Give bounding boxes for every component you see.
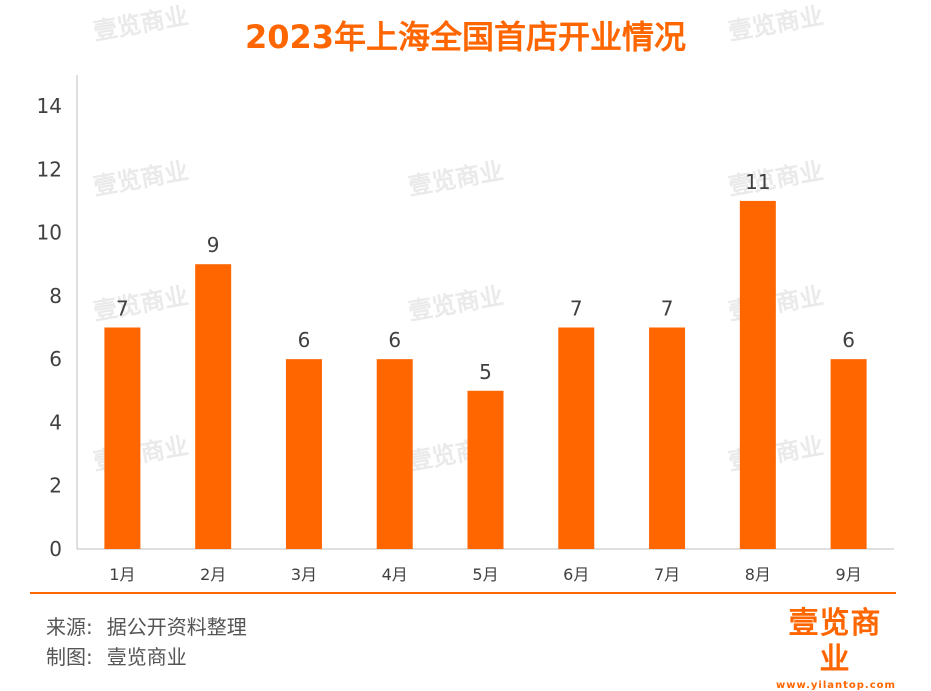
footer-divider <box>30 592 896 594</box>
bar <box>558 327 595 549</box>
bar-value-label: 7 <box>661 297 674 321</box>
bar-value-label: 6 <box>842 328 855 352</box>
bar <box>376 359 413 549</box>
bar <box>739 200 776 549</box>
bar-series: 7 9 6 6 5 7 7 11 6 <box>104 170 867 549</box>
bar-value-label: 6 <box>388 328 401 352</box>
maker-label: 制图: <box>46 645 93 669</box>
logo-text: 壹览商业 <box>788 606 882 677</box>
watermark-text: 壹览商业 <box>406 282 505 326</box>
x-tick-label: 1月 <box>109 565 135 584</box>
x-tick-label: 7月 <box>654 565 680 584</box>
bar-value-label: 5 <box>479 360 492 384</box>
brand-logo: 壹览商业 www.yilantop.com <box>776 606 896 691</box>
bar-value-label: 6 <box>298 328 311 352</box>
bar-value-label: 7 <box>570 297 583 321</box>
source-value: 据公开资料整理 <box>106 615 247 639</box>
x-tick-label: 3月 <box>291 565 317 584</box>
x-tick-label: 2月 <box>200 565 226 584</box>
bar <box>285 359 322 549</box>
x-tick-label: 5月 <box>472 565 498 584</box>
bar <box>195 264 232 549</box>
chart-title: 2023年上海全国首店开业情况 <box>244 18 687 56</box>
y-tick-label: 6 <box>49 347 62 371</box>
footer-maker: 制图: 壹览商业 <box>46 641 187 670</box>
logo-url: www.yilantop.com <box>776 680 896 691</box>
watermark-text: 壹览商业 <box>406 157 505 201</box>
bar-value-label: 11 <box>745 170 770 194</box>
y-tick-label: 14 <box>37 94 62 118</box>
bar <box>467 390 504 549</box>
x-tick-label: 4月 <box>382 565 408 584</box>
bar-value-label: 7 <box>116 297 129 321</box>
y-tick-label: 12 <box>37 157 62 181</box>
watermark-text: 壹览商业 <box>726 2 825 46</box>
x-tick-label: 9月 <box>836 565 862 584</box>
bar <box>104 327 141 549</box>
bar-value-label: 9 <box>207 233 220 257</box>
y-axis-ticks: 0 2 4 6 8 10 12 14 <box>37 94 62 561</box>
watermark-text: 壹览商业 <box>726 157 825 201</box>
y-tick-label: 10 <box>37 221 62 245</box>
maker-value: 壹览商业 <box>106 645 187 669</box>
y-tick-label: 4 <box>49 410 62 434</box>
source-label: 来源: <box>46 615 93 639</box>
footer-source: 来源: 据公开资料整理 <box>46 611 247 640</box>
watermark-text: 壹览商业 <box>91 2 190 46</box>
watermark-text: 壹览商业 <box>91 282 190 326</box>
y-tick-label: 0 <box>49 537 62 561</box>
watermark-text: 壹览商业 <box>91 157 190 201</box>
x-tick-label: 8月 <box>745 565 771 584</box>
x-tick-label: 6月 <box>563 565 589 584</box>
y-tick-label: 8 <box>49 284 62 308</box>
bar <box>830 359 867 549</box>
bar <box>649 327 686 549</box>
x-axis-ticks: 1月 2月 3月 4月 5月 6月 7月 8月 9月 <box>109 565 861 584</box>
y-tick-label: 2 <box>49 474 62 498</box>
